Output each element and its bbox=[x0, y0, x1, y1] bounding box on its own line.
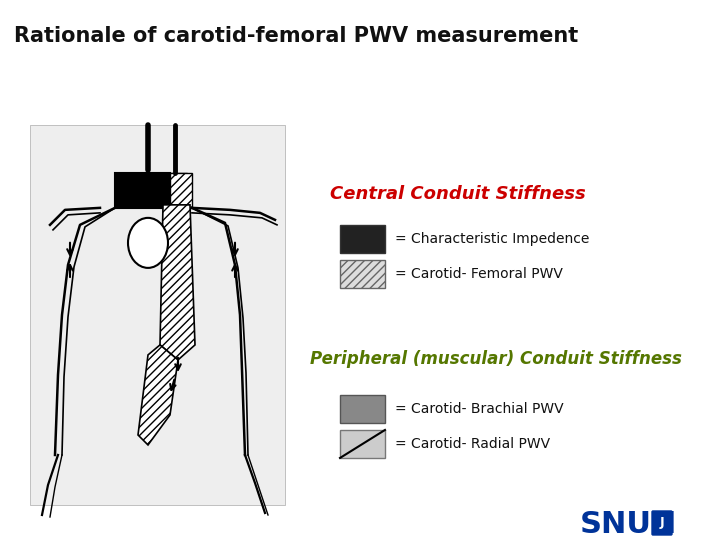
Text: Peripheral (muscular) Conduit Stiffness: Peripheral (muscular) Conduit Stiffness bbox=[310, 350, 682, 368]
FancyBboxPatch shape bbox=[170, 173, 192, 208]
Text: Central Conduit Stiffness: Central Conduit Stiffness bbox=[330, 185, 586, 203]
Text: SNUH: SNUH bbox=[580, 510, 678, 539]
FancyBboxPatch shape bbox=[165, 173, 187, 181]
FancyBboxPatch shape bbox=[340, 395, 385, 423]
Text: = Carotid- Radial PWV: = Carotid- Radial PWV bbox=[395, 437, 550, 451]
Polygon shape bbox=[138, 345, 178, 445]
Text: = Characteristic Impedence: = Characteristic Impedence bbox=[395, 232, 590, 246]
Text: J: J bbox=[660, 516, 665, 530]
FancyBboxPatch shape bbox=[652, 511, 672, 535]
FancyBboxPatch shape bbox=[340, 225, 385, 253]
FancyBboxPatch shape bbox=[340, 430, 385, 458]
Polygon shape bbox=[160, 205, 195, 360]
FancyBboxPatch shape bbox=[340, 260, 385, 288]
FancyBboxPatch shape bbox=[30, 125, 285, 505]
FancyBboxPatch shape bbox=[115, 173, 170, 208]
Text: = Carotid- Brachial PWV: = Carotid- Brachial PWV bbox=[395, 402, 564, 416]
Text: = Carotid- Femoral PWV: = Carotid- Femoral PWV bbox=[395, 267, 563, 281]
Ellipse shape bbox=[128, 218, 168, 268]
Text: Rationale of carotid-femoral PWV measurement: Rationale of carotid-femoral PWV measure… bbox=[14, 25, 579, 46]
